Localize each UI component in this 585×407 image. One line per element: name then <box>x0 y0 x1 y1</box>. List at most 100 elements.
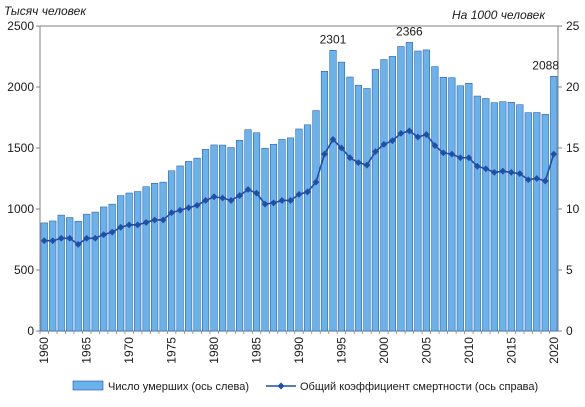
rate-point-2015 <box>507 169 515 176</box>
rate-point-2003 <box>405 127 413 135</box>
bars-layer <box>40 42 558 332</box>
rate-point-1998 <box>363 161 371 169</box>
bar-2004 <box>414 50 422 332</box>
x-tick-label: 1965 <box>80 337 94 364</box>
bar-2005 <box>422 49 430 332</box>
bar-2008 <box>448 77 456 332</box>
x-tick-label: 2020 <box>547 337 561 364</box>
bar-1971 <box>134 191 142 332</box>
rate-point-1991 <box>304 188 311 196</box>
rate-point-1996 <box>346 154 354 162</box>
bar-1974 <box>159 181 167 332</box>
bar-2002 <box>397 46 405 332</box>
bar-1986 <box>261 147 269 332</box>
bar-1995 <box>337 61 346 332</box>
bar-1996 <box>346 76 354 332</box>
rate-point-1969 <box>117 223 125 231</box>
bar-1981 <box>219 144 227 332</box>
legend-bar-swatch <box>72 380 104 391</box>
annotations: 2301 2366 2088 <box>320 24 560 72</box>
bar-1972 <box>142 186 150 332</box>
x-tick-label: 1990 <box>292 337 306 364</box>
legend-line-label: Общий коэффициент смертности (ось справа… <box>300 381 538 393</box>
annotation-2020: 2088 <box>532 58 559 72</box>
bar-2012 <box>482 98 490 332</box>
bar-1983 <box>236 140 244 332</box>
rate-point-1978 <box>193 201 201 209</box>
rate-point-1967 <box>100 231 108 239</box>
y-right-tick-label: 5 <box>566 263 573 277</box>
y-left-tick-label: 1000 <box>7 202 34 216</box>
bar-1965 <box>83 213 91 332</box>
y-right-tick-label: 20 <box>566 80 580 94</box>
rate-point-1965 <box>83 234 91 242</box>
rate-point-1962 <box>57 234 65 242</box>
bar-1968 <box>108 203 116 332</box>
bar-1998 <box>363 88 371 332</box>
rate-point-1987 <box>270 199 277 207</box>
rate-point-1999 <box>372 148 379 156</box>
bar-2017 <box>524 112 532 332</box>
rate-point-2018 <box>533 175 541 182</box>
rate-point-1988 <box>278 197 286 204</box>
bar-1960 <box>40 222 48 332</box>
bar-1985 <box>252 132 261 332</box>
bar-2013 <box>490 102 498 332</box>
y-left-tick-label: 0 <box>27 324 34 338</box>
rate-point-2006 <box>431 142 439 149</box>
rate-point-1963 <box>66 234 74 242</box>
rate-point-1983 <box>236 192 243 199</box>
bar-1989 <box>286 137 295 332</box>
bar-2009 <box>456 85 464 332</box>
bar-1997 <box>354 84 363 332</box>
bar-2016 <box>516 104 524 332</box>
bar-2015 <box>507 102 515 332</box>
rate-point-2004 <box>414 133 422 141</box>
rate-point-2000 <box>380 140 388 148</box>
rate-point-2010 <box>465 154 473 162</box>
y-left-axis: 0 500 1000 1500 2000 2500 <box>7 19 41 338</box>
rate-point-1977 <box>185 204 193 212</box>
rate-point-2017 <box>524 176 532 184</box>
bar-1987 <box>269 143 278 332</box>
rate-point-1974 <box>159 216 167 224</box>
bar-1976 <box>176 165 184 332</box>
rate-point-1984 <box>244 186 252 193</box>
bar-1994 <box>329 50 337 332</box>
bar-1962 <box>57 214 65 332</box>
rate-point-1968 <box>108 228 116 236</box>
bar-1977 <box>185 161 193 332</box>
bar-1982 <box>227 147 235 332</box>
rate-point-2014 <box>499 167 507 175</box>
bar-2007 <box>439 76 447 332</box>
rate-point-1982 <box>227 197 235 204</box>
bar-1988 <box>278 139 286 332</box>
legend-bar-label: Число умерших (ось слева) <box>108 381 249 393</box>
bar-1963 <box>66 217 74 332</box>
bar-2000 <box>380 59 388 332</box>
rate-point-1979 <box>202 197 209 204</box>
rate-point-2013 <box>490 169 498 176</box>
x-axis: 1960 1965 1970 1975 1980 1985 1990 1995 2000 2005… <box>37 331 561 364</box>
rate-point-2011 <box>473 162 481 170</box>
rate-point-2007 <box>439 149 447 157</box>
x-tick-label: 1995 <box>334 337 348 364</box>
rate-point-1970 <box>125 221 133 229</box>
rate-point-1960 <box>40 237 48 245</box>
rate-point-1985 <box>253 189 260 197</box>
bar-1969 <box>117 195 125 332</box>
bar-2011 <box>473 95 481 332</box>
rate-point-1997 <box>355 159 362 167</box>
y-right-axis: 0 5 10 15 20 25 <box>557 19 580 338</box>
y-right-tick-label: 0 <box>566 324 573 338</box>
right-axis-title: На 1000 человек <box>452 8 546 22</box>
rate-point-1995 <box>338 144 345 152</box>
rate-point-2005 <box>422 131 430 138</box>
x-tick-label: 1975 <box>165 337 179 364</box>
y-left-tick-label: 2000 <box>7 80 34 94</box>
rate-point-1964 <box>74 240 82 248</box>
legend-line-marker <box>277 382 285 390</box>
rate-point-1989 <box>287 197 294 204</box>
rate-point-1994 <box>329 136 337 143</box>
x-tick-label: 1985 <box>250 337 264 364</box>
